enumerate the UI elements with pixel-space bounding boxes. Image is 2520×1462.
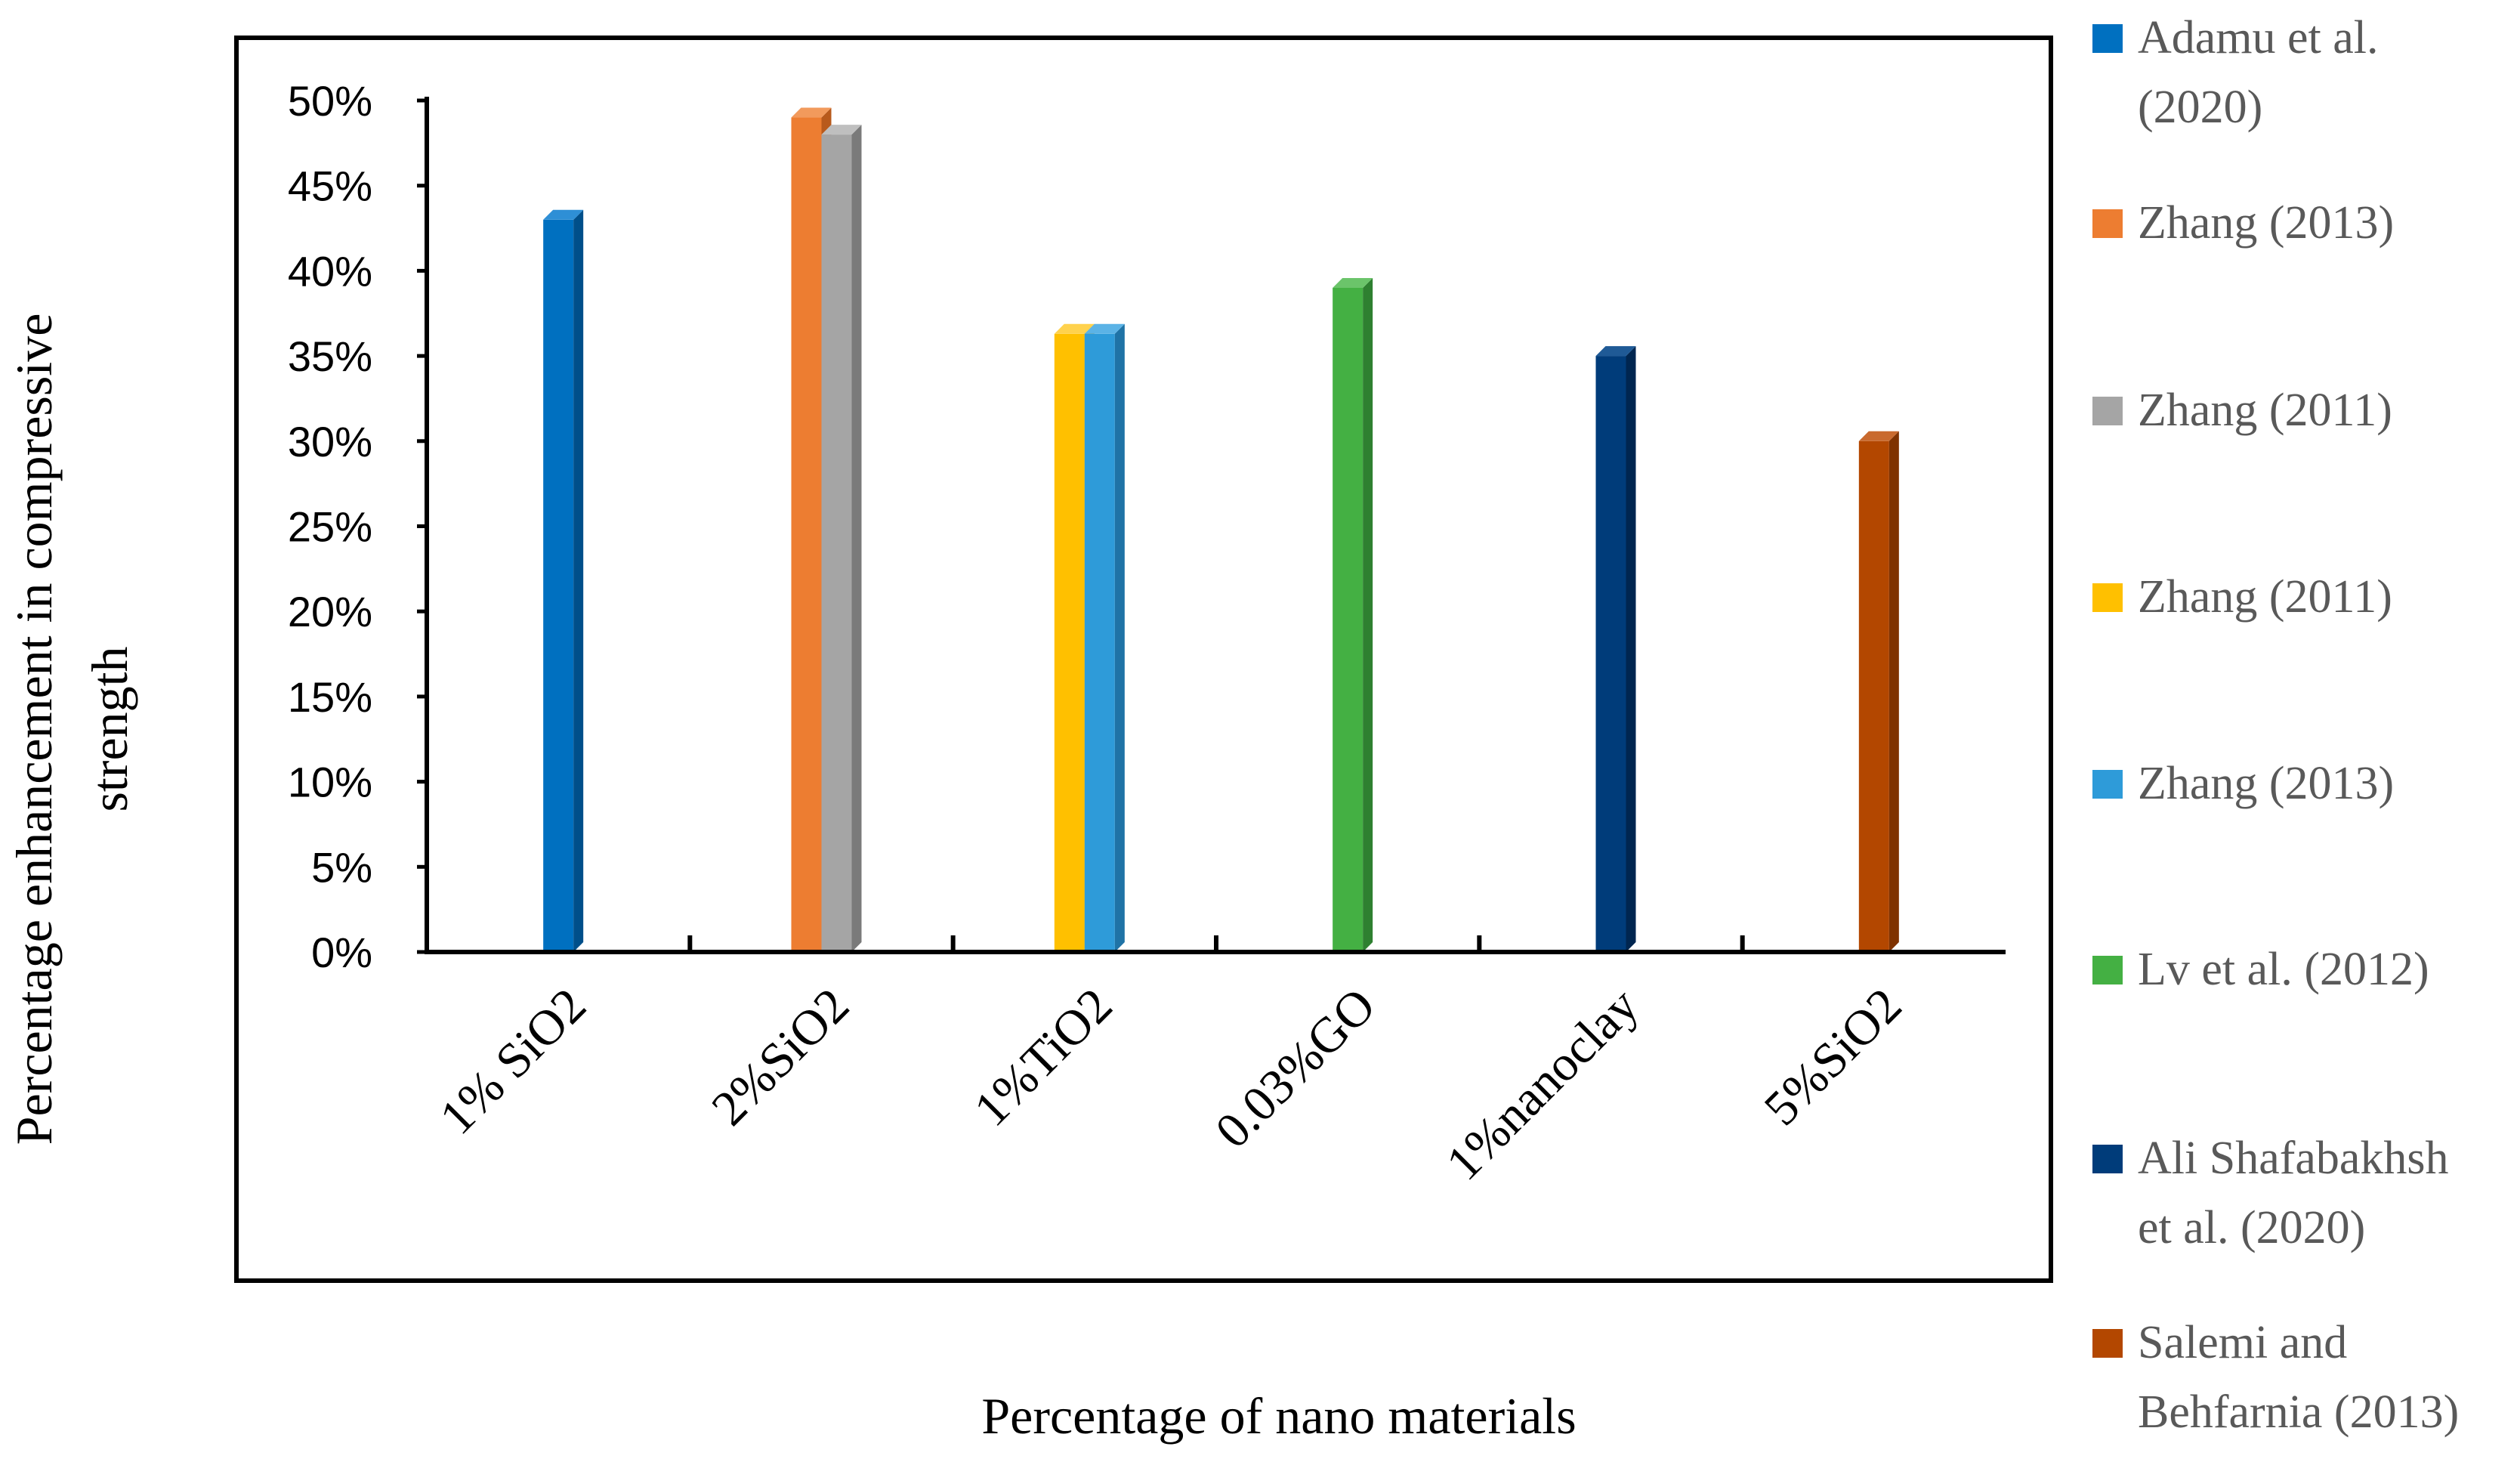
y-tick-label: 30% [288,418,372,465]
bars [543,107,1899,953]
bar-side [1114,323,1125,953]
legend-item: Zhang (2011) [2092,385,2392,436]
category-label: 0.03%GO [1205,978,1386,1159]
bar-side [1363,277,1373,952]
axes [425,97,2006,954]
bar [821,125,862,953]
bar-front [1595,356,1626,953]
y-axis-title-line: strength [81,646,138,811]
bar-top [543,209,584,220]
legend-label: Zhang (2013) [2138,758,2394,809]
legend-label: Zhang (2011) [2138,385,2392,436]
legend-label: Salemi and [2138,1317,2347,1368]
legend-label: Lv et al. (2012) [2138,944,2429,995]
y-tick-label: 45% [288,162,372,210]
bar-top [821,125,862,135]
legend-swatch [2092,1329,2123,1358]
bar-front [1858,440,1889,952]
legend-label: Zhang (2013) [2138,197,2394,249]
category-label: 1%nanoclay [1436,978,1649,1191]
bar [1595,346,1636,953]
y-tick-label: 50% [288,77,372,125]
legend-label: et al. (2020) [2138,1202,2365,1253]
legend-swatch [2092,770,2123,799]
bar [1858,431,1899,952]
y-tick-label: 35% [288,332,372,380]
legend-swatch [2092,1145,2123,1173]
bar-top [1054,323,1095,334]
category-labels: 1% SiO2 2%SiO2 1%TiO2 0.03%GO 1%nanoclay 5%Si… [429,978,1912,1191]
bar-top [1858,431,1899,441]
y-tick-label: 15% [288,673,372,721]
bar-front [821,134,852,953]
y-axis-title-text: Percentage enhancement in compressive str… [5,314,138,1145]
legend-swatch [2092,583,2123,612]
bar-top [1084,323,1125,334]
x-axis-title: Percentage of nano materials [981,1387,1576,1445]
bar-front [1333,287,1363,952]
category-label: 5%SiO2 [1754,978,1913,1136]
bar-top [1595,346,1636,357]
legend-item: Salemi and Behfarnia (2013) [2092,1317,2459,1438]
legend-label: Adamu et al. [2138,12,2379,63]
bar-side [1626,346,1636,953]
y-axis-title: Percentage enhancement in compressive str… [5,314,138,1145]
category-label: 1%TiO2 [964,978,1123,1137]
legend-item: Zhang (2011) [2092,571,2392,623]
y-axis-title-line: Percentage enhancement in compressive [5,314,63,1145]
y-tick-label: 10% [288,759,372,806]
category-label: 1% SiO2 [429,978,596,1145]
bar-front [791,117,822,952]
y-tick-label: 25% [288,503,372,551]
legend: Adamu et al. (2020) Zhang (2013) Zhang (201… [2092,12,2459,1438]
legend-item: Lv et al. (2012) [2092,944,2429,995]
bar-front [543,219,574,952]
legend-swatch [2092,956,2123,984]
bar-top [791,107,832,118]
y-tick-label: 5% [311,843,372,891]
y-tick-label: 20% [288,588,372,635]
y-tick-label: 0% [311,929,372,976]
bar-front [1054,333,1085,953]
bar-front [1084,333,1115,953]
legend-swatch [2092,397,2123,425]
legend-item: Adamu et al. (2020) [2092,12,2379,133]
legend-label: Zhang (2011) [2138,571,2392,623]
bar [1084,323,1125,953]
chart-frame [234,36,2053,1283]
legend-item: Ali Shafabakhsh et al. (2020) [2092,1133,2449,1253]
legend-item: Zhang (2013) [2092,758,2394,809]
bar [1333,277,1373,952]
bar [543,209,584,952]
category-label: 2%SiO2 [701,978,860,1136]
bar-side [1888,431,1899,952]
legend-label: Behfarnia (2013) [2138,1386,2459,1438]
legend-label: (2020) [2138,82,2262,133]
bar-top [1333,277,1373,288]
y-axis-ticks: 0% 5% 10% 15% 20% 25% 30% 35% 40% 45% 50% [288,77,427,976]
legend-swatch [2092,209,2123,238]
legend-item: Zhang (2013) [2092,197,2394,249]
y-tick-label: 40% [288,247,372,295]
bar-side [573,209,584,952]
bar-side [851,125,862,953]
legend-swatch [2092,24,2123,53]
legend-label: Ali Shafabakhsh [2138,1133,2449,1184]
